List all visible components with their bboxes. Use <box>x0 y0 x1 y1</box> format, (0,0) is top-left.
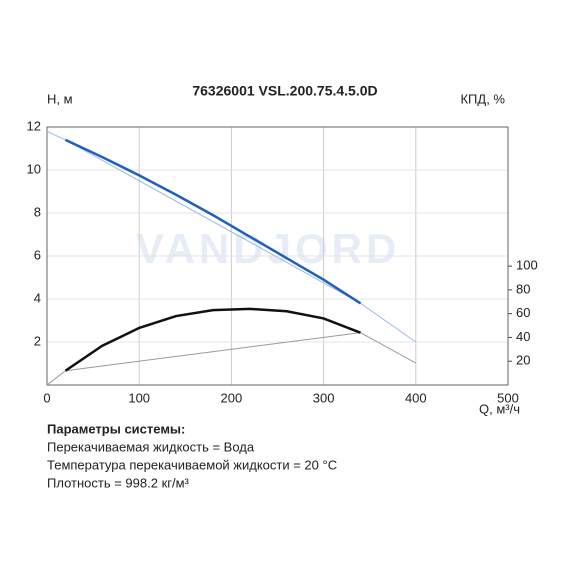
params-line: Перекачиваемая жидкость = Вода <box>47 439 255 454</box>
plot-frame <box>46 126 509 386</box>
x-axis-label: Q, м³/ч <box>479 401 520 416</box>
curve <box>46 332 417 386</box>
chart-title: 76326001 VSL.200.75.4.5.0D <box>192 83 377 99</box>
x-tick-label: 500 <box>497 390 519 405</box>
x-tick-label: 200 <box>221 390 243 405</box>
params-line: Плотность = 998.2 кг/м³ <box>47 475 190 490</box>
params-line: Температура перекачиваемой жидкости = 20… <box>47 457 337 472</box>
curve <box>46 130 417 343</box>
y-tick-label: 12 <box>27 118 41 133</box>
x-tick-label: 100 <box>128 390 150 405</box>
y2-tick-label: 20 <box>516 353 530 368</box>
x-tick-label: 400 <box>405 390 427 405</box>
watermark: VANDJORD <box>136 225 401 272</box>
y-tick-label: 10 <box>27 161 41 176</box>
curve <box>64 307 361 372</box>
y2-axis-label: КПД, % <box>460 91 505 106</box>
y-axis-label: H, м <box>47 91 73 106</box>
y2-tick-label: 100 <box>516 258 538 273</box>
params-title: Параметры системы: <box>47 421 185 436</box>
y-tick-label: 4 <box>34 290 41 305</box>
y-tick-label: 2 <box>34 333 41 348</box>
x-tick-label: 0 <box>43 390 50 405</box>
y2-tick-label: 60 <box>516 305 530 320</box>
curve <box>64 138 362 305</box>
y2-tick-label: 40 <box>516 329 530 344</box>
x-tick-label: 300 <box>313 390 335 405</box>
y-tick-label: 6 <box>34 247 41 262</box>
y-tick-label: 8 <box>34 204 41 219</box>
y2-tick-label: 80 <box>516 281 530 296</box>
